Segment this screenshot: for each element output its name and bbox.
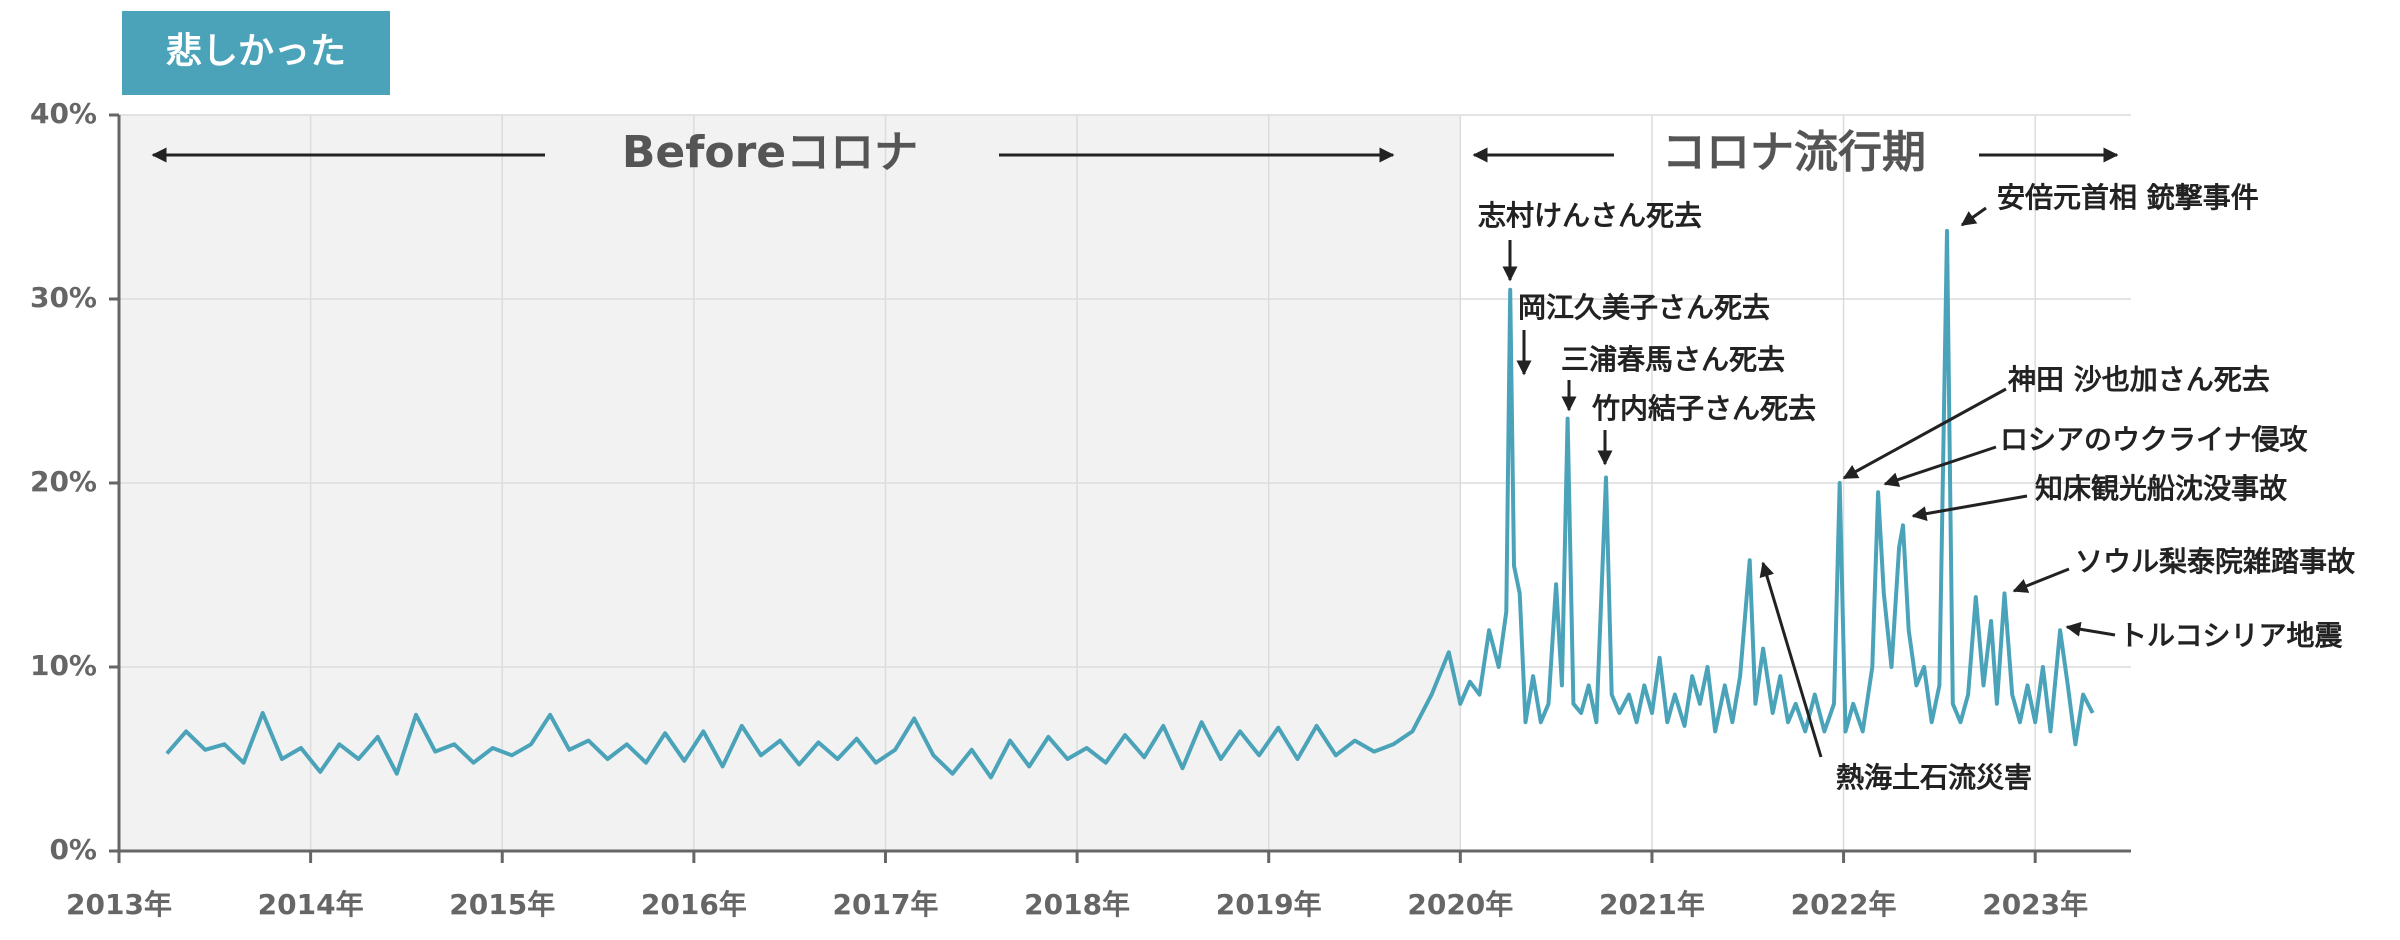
- annotation-arrow: [1842, 387, 2007, 480]
- x-tick-label: 2021年: [1599, 888, 1705, 921]
- y-tick-label: 10%: [30, 649, 97, 682]
- annotation: 知床観光船沈没事故: [2035, 472, 2287, 505]
- x-tick-label: 2019年: [1216, 888, 1322, 921]
- x-tick-label: 2023年: [1982, 888, 2088, 921]
- annotation: 神田 沙也加さん死去: [2007, 363, 2270, 396]
- annotation-arrow: [1911, 494, 2028, 522]
- data-line: [165, 228, 2095, 780]
- title-badge: [122, 11, 390, 95]
- y-tick-label: 40%: [30, 97, 97, 130]
- x-tick-label: 2016年: [641, 888, 747, 921]
- annotation: トルコシリア地震: [2119, 619, 2343, 652]
- annotation: 岡江久美子さん死去: [1518, 291, 1770, 324]
- period-label: Beforeコロナ: [622, 127, 918, 178]
- annotation: 竹内結子さん死去: [1591, 392, 1816, 425]
- chart-title: 悲しかった: [166, 31, 346, 72]
- annotation: 熱海土石流災害: [1836, 761, 2032, 794]
- annotation-arrow: [2065, 621, 2116, 637]
- annotation-arrow: [2012, 567, 2070, 593]
- annotation-arrow: [1960, 206, 1987, 227]
- annotation: 安倍元首相 銃撃事件: [1997, 181, 2259, 214]
- annotation-arrow: [1759, 561, 1823, 758]
- y-tick-label: 30%: [30, 281, 97, 314]
- x-tick-label: 2022年: [1791, 888, 1897, 921]
- y-tick-label: 20%: [30, 465, 97, 498]
- x-tick-label: 2020年: [1407, 888, 1513, 921]
- annotation: ソウル梨泰院雑踏事故: [2075, 545, 2355, 578]
- x-tick-label: 2018年: [1024, 888, 1130, 921]
- x-tick-label: 2014年: [258, 888, 364, 921]
- x-tick-label: 2015年: [449, 888, 555, 921]
- annotation: 三浦春馬さん死去: [1561, 343, 1785, 376]
- annotation-arrow: [1883, 445, 1997, 487]
- annotation: ロシアのウクライナ侵攻: [2000, 423, 2308, 456]
- annotation: 志村けんさん死去: [1478, 199, 1702, 232]
- x-tick-label: 2013年: [66, 888, 172, 921]
- period-label: コロナ流行期: [1662, 127, 1926, 178]
- y-tick-label: 0%: [49, 833, 97, 866]
- x-tick-label: 2017年: [833, 888, 939, 921]
